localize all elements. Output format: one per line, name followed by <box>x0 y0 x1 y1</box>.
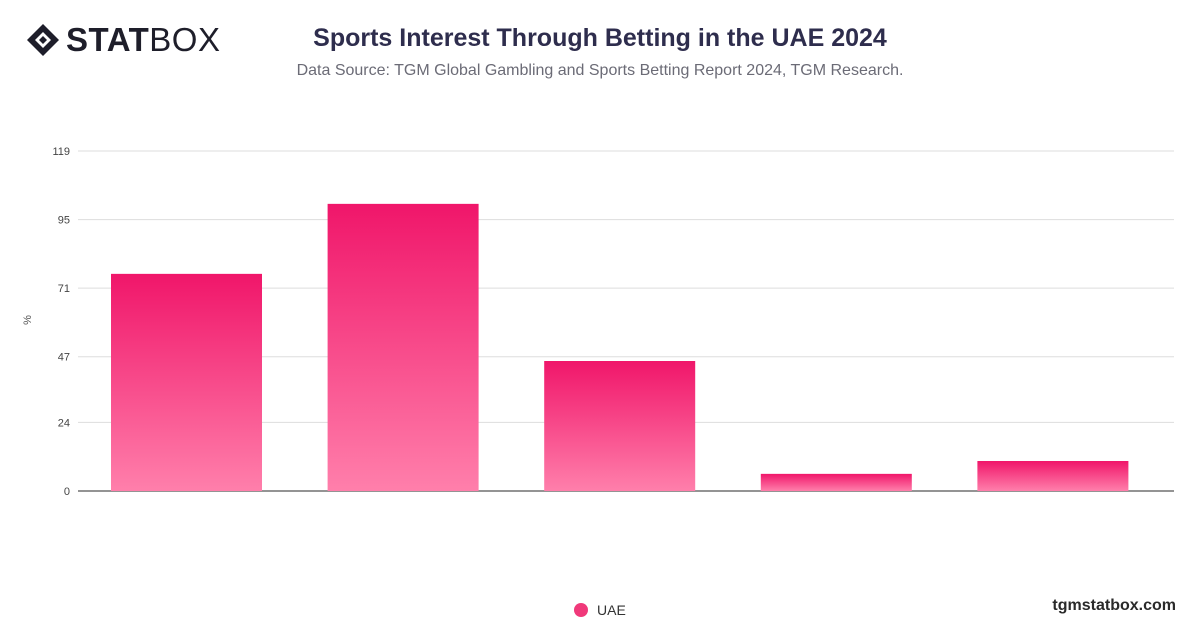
logo-text-light: BOX <box>149 21 221 58</box>
bar[interactable] <box>977 461 1129 491</box>
chart-title: Sports Interest Through Betting in the U… <box>313 24 887 52</box>
bar[interactable] <box>111 273 262 491</box>
logo-text-bold: STAT <box>66 21 150 58</box>
y-tick-label: 71 <box>58 283 70 295</box>
logo-text: STATBOX <box>66 22 220 58</box>
logo: STATBOX <box>26 22 220 58</box>
legend-marker <box>574 603 588 617</box>
y-tick-label: 47 <box>58 352 70 364</box>
bar[interactable] <box>760 473 912 491</box>
legend-label: UAE <box>597 602 626 618</box>
site-url[interactable]: tgmstatbox.com <box>1052 597 1176 614</box>
bar[interactable] <box>544 361 696 491</box>
y-tick-label: 24 <box>58 417 70 429</box>
statbox-logo-icon <box>27 24 59 56</box>
legend: UAE <box>574 602 626 618</box>
chart-subtitle: Data Source: TGM Global Gambling and Spo… <box>296 62 904 79</box>
y-tick-label: 119 <box>52 146 70 158</box>
bar[interactable] <box>327 203 479 491</box>
y-tick-label: 0 <box>64 486 70 498</box>
y-tick-label: 95 <box>58 215 70 227</box>
